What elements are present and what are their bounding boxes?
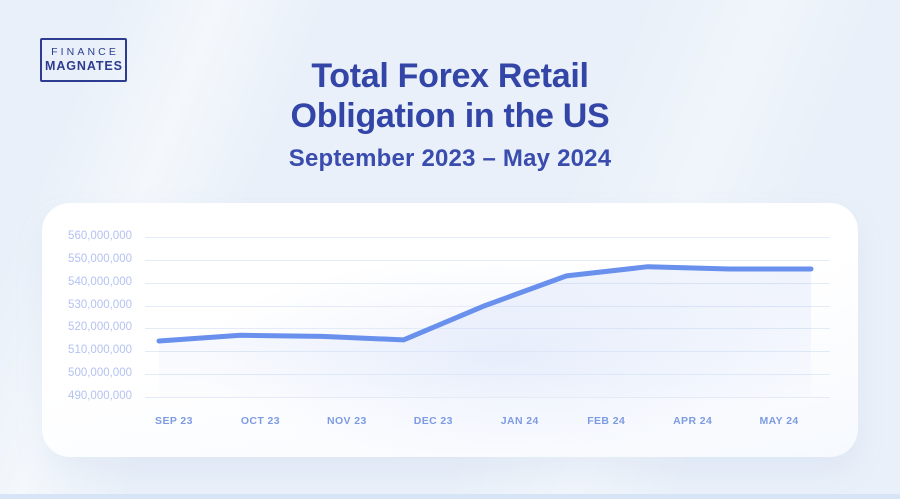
page-title-line-2: Obligation in the US xyxy=(290,97,610,135)
logo-finance-text: FINANCE xyxy=(51,46,119,58)
page-title-line-1: Total Forex Retail xyxy=(311,57,589,95)
page-header: Total Forex Retail Obligation in the US … xyxy=(0,56,900,173)
gridline: 540,000,000 xyxy=(68,276,830,288)
page-subtitle: September 2023 – May 2024 xyxy=(288,145,612,172)
y-axis-tick-label: 500,000,000 xyxy=(68,367,132,380)
x-axis-tick-label: JAN 24 xyxy=(500,415,539,427)
obligation-line xyxy=(156,264,814,344)
finance-magnates-logo: FINANCE MAGNATES xyxy=(40,38,127,82)
y-axis-tick-label: 510,000,000 xyxy=(68,344,132,357)
x-axis-tick-label: OCT 23 xyxy=(240,415,281,427)
bottom-edge-strip xyxy=(0,494,900,499)
y-axis-tick-label: 520,000,000 xyxy=(68,321,132,334)
gridline: 490,000,000 xyxy=(68,390,830,402)
plot-area: 560,000,000 550,000,000 540,000,000 530,000… xyxy=(68,230,830,402)
chart-card: 560,000,000 550,000,000 540,000,000 530,000… xyxy=(42,203,858,457)
x-axis-tick-label: FEB 24 xyxy=(587,415,626,427)
y-axis-tick-label: 560,000,000 xyxy=(68,230,132,242)
x-axis-tick-label: DEC 23 xyxy=(413,415,453,427)
line-chart-svg xyxy=(156,264,814,397)
logo-magnates-text: MAGNATES xyxy=(45,59,123,73)
x-axis-tick-label: NOV 23 xyxy=(326,415,367,427)
y-axis-tick-label: 530,000,000 xyxy=(68,298,132,311)
gridline: 560,000,000 xyxy=(68,230,830,242)
x-axis-labels: SEP 23 OCT 23 NOV 23 DEC 23 JAN 24 FEB 24 APR … xyxy=(145,415,830,429)
y-axis-tick-label: 550,000,000 xyxy=(68,252,132,265)
gridline: 550,000,000 xyxy=(68,253,830,265)
x-axis-tick-label: MAY 24 xyxy=(759,415,799,427)
x-axis-tick-label: APR 24 xyxy=(673,415,713,427)
y-axis-tick-label: 490,000,000 xyxy=(68,390,132,402)
x-axis-tick-label: SEP 23 xyxy=(155,415,193,427)
y-axis-tick-label: 540,000,000 xyxy=(68,275,132,288)
area-fill xyxy=(159,266,811,397)
